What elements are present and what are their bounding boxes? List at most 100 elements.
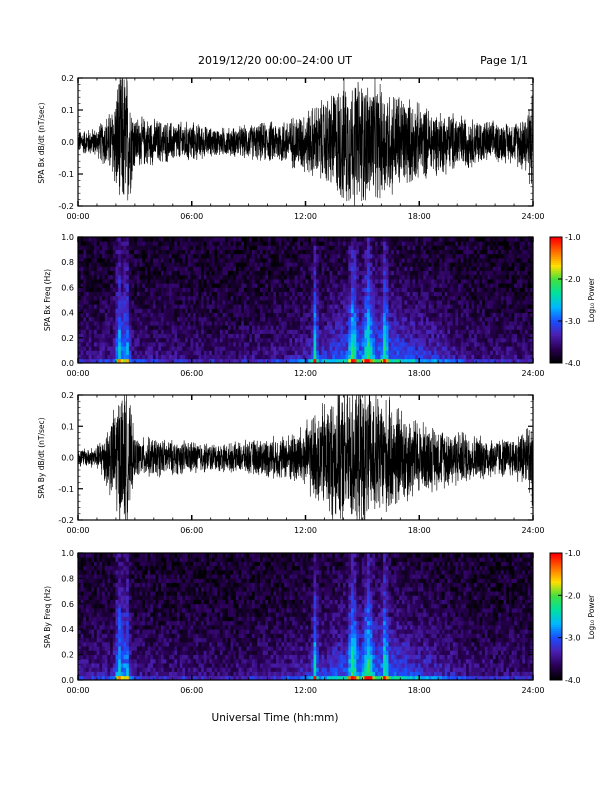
bx-spec-x-tick-label: 24:00 [521, 369, 544, 378]
by-spec-heatmap-column [160, 553, 165, 681]
by-spec-heatmap-column [401, 553, 405, 681]
bx-spec-heatmap-column [351, 237, 355, 364]
bx-spec-x-tick-label: 18:00 [408, 369, 431, 378]
by-dbdt-y-tick-label: -0.2 [58, 516, 74, 525]
bx-dbdt-x-tick-label: 06:00 [180, 212, 203, 221]
by-spec-heatmap-column [241, 553, 245, 681]
by-spec-heatmap-column [305, 553, 309, 681]
bx-spec-heatmap-column [260, 237, 264, 364]
bx-spec-heatmap-column [340, 237, 344, 364]
by-spec-heatmap-column [110, 553, 114, 681]
bx-spec-colorbar-step [550, 298, 562, 301]
by-spec-heatmap-column [516, 553, 521, 681]
bx-spec-heatmap-column [388, 237, 392, 364]
bx-spec-heatmap-column [177, 237, 181, 364]
by-spec-heatmap-column [94, 553, 98, 681]
bx-spec-colorbar-step [550, 274, 562, 277]
by-spec-heatmap-column [136, 553, 140, 681]
by-spec-heatmap-column [364, 553, 368, 681]
by-spec-heatmap-column [452, 553, 456, 681]
bx-spec-heatmap-column [439, 237, 443, 364]
by-spec-heatmap-column [490, 553, 494, 681]
bx-spec-colorbar-step [550, 303, 562, 307]
bx-spec-heatmap-column [420, 237, 424, 364]
bx-spec-heatmap-column [511, 237, 515, 364]
bx-spec-heatmap-column [476, 237, 480, 364]
bx-spec-heatmap-column [318, 237, 322, 364]
bx-spec-heatmap-column [198, 237, 202, 364]
by-spec-colorbar-step [550, 678, 562, 681]
bx-spec-heatmap-column [158, 237, 162, 364]
by-spec-colorbar-step [550, 592, 562, 596]
bx-spec-colorbar-step [550, 256, 562, 260]
by-spec-heatmap-column [225, 553, 229, 681]
by-spec-colorbar-step [550, 654, 562, 657]
bx-spec-heatmap-column [345, 237, 349, 364]
by-spec-heatmap-column [142, 553, 146, 681]
by-spec-colorbar-step [550, 668, 562, 671]
by-spec-colorbar-step [550, 610, 562, 614]
by-dbdt-y-tick-label: -0.1 [58, 485, 74, 494]
by-spec-heatmap-column [150, 553, 154, 681]
bx-spec-heatmap-column [401, 237, 405, 364]
by-spec-heatmap-column [262, 553, 266, 681]
bx-spec-heatmap-column [471, 237, 475, 364]
by-spec-heatmap-column [468, 553, 472, 681]
by-spec-heatmap-column [415, 553, 419, 681]
by-spec-colorbar-tick-label: -3.0 [565, 634, 581, 643]
by-spec-heatmap-column [238, 553, 242, 681]
bx-spec-heatmap-column [217, 237, 221, 364]
by-spec-heatmap-column [334, 553, 339, 681]
bx-spec-heatmap-column [219, 237, 223, 364]
by-spec-y-tick-label: 0.2 [61, 651, 74, 660]
bx-spec-colorbar-step [550, 266, 562, 269]
by-spec-heatmap-column [527, 553, 531, 681]
bx-spec-colorbar-step [550, 353, 562, 356]
bx-spec-heatmap-column [332, 237, 336, 364]
by-spec-heatmap-column [265, 553, 269, 681]
by-spec-heatmap-column [193, 553, 197, 681]
bx-spec-colorbar-step [550, 260, 562, 264]
by-spec-colorbar-step [550, 572, 562, 576]
by-spec-heatmap-column [503, 553, 507, 681]
by-spec-colorbar-frame [549, 552, 563, 681]
by-spec-heatmap-column [342, 553, 347, 681]
bx-freq-ylabel: SPA Bx Freq (Hz) [43, 269, 52, 331]
by-spec-colorbar-step [550, 650, 562, 653]
by-spec-heatmap-column [487, 553, 491, 681]
by-spec-heatmap-column [179, 553, 183, 681]
bx-spec-heatmap-column [356, 237, 360, 364]
by-spec-heatmap-column [423, 553, 427, 681]
bx-dbdt-y-tick-label: 0.0 [61, 138, 74, 147]
by-spec-heatmap-column [222, 553, 226, 681]
by-spec-heatmap-column [86, 553, 90, 681]
by-spec-y-tick-label: 0.0 [61, 676, 74, 685]
by-dbdt-y-tick-label: 0.1 [61, 422, 74, 431]
bx-spec-colorbar-step [550, 288, 562, 291]
bx-spec-heatmap-column [326, 237, 330, 364]
bx-spec-heatmap-column [474, 237, 478, 364]
bx-spec-colorbar-step [550, 248, 562, 252]
bx-spec-heatmap-column [409, 237, 413, 364]
bx-spec-heatmap-column [155, 237, 159, 364]
by-spec-heatmap-column [152, 553, 157, 681]
bx-spec-heatmap-column [487, 237, 491, 364]
bx-spec-heatmap-column [442, 237, 446, 364]
by-spec-heatmap-column [243, 553, 248, 681]
by-spec-heatmap-column [118, 553, 122, 681]
bx-spec-heatmap-column [377, 237, 381, 364]
bx-spec-colorbar-step [550, 290, 562, 293]
bx-spec-heatmap-column [265, 237, 269, 364]
bx-spec-heatmap-column [452, 237, 456, 364]
bx-spec-colorbar-step [550, 280, 562, 283]
bx-spec-heatmap-column [91, 237, 95, 364]
by-spec-colorbar-step [550, 562, 562, 566]
by-dbdt-x-tick-label: 18:00 [408, 526, 431, 535]
by-spec-heatmap-column [353, 553, 357, 681]
by-spec-colorbar-step [550, 574, 562, 578]
bx-spec-colorbar-step [550, 339, 562, 342]
bx-spec-heatmap-column [383, 237, 387, 364]
bx-spec-colorbar-step [550, 355, 562, 358]
bx-spec-colorbar-step [550, 282, 562, 285]
by-spec-colorbar-step [550, 630, 562, 633]
